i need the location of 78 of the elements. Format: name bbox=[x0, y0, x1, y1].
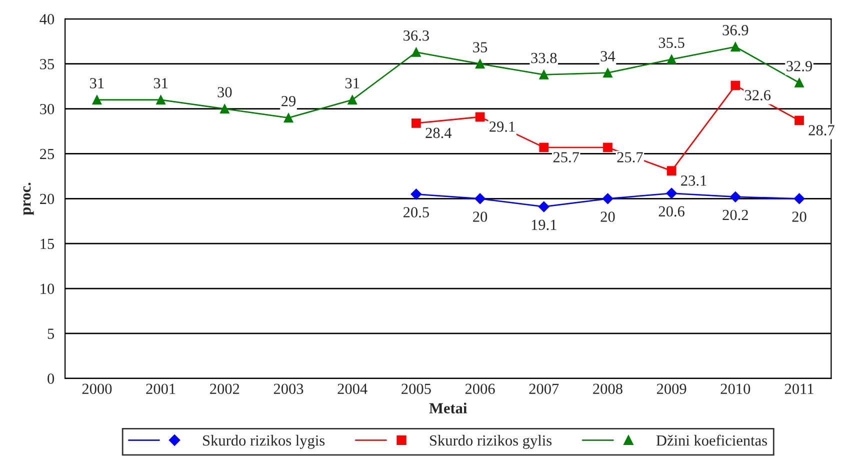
data-label: 32.6 bbox=[744, 90, 771, 100]
data-label: 28.7 bbox=[808, 125, 834, 136]
point bbox=[603, 142, 612, 152]
data-label: 20.6 bbox=[658, 206, 684, 217]
y-tick-label: 35 bbox=[40, 59, 54, 70]
point bbox=[666, 166, 676, 176]
point bbox=[666, 188, 677, 199]
data-label: 31 bbox=[154, 78, 168, 88]
y-tick-label: 25 bbox=[40, 148, 54, 160]
y-tick-label: 15 bbox=[40, 238, 54, 250]
point bbox=[538, 201, 550, 212]
x-tick-label: 2002 bbox=[210, 384, 240, 394]
point bbox=[92, 95, 102, 104]
x-tick-label: 2009 bbox=[656, 384, 686, 394]
data-label: 31 bbox=[90, 78, 104, 88]
point bbox=[730, 80, 740, 90]
point bbox=[348, 95, 358, 104]
data-label: 20 bbox=[600, 212, 615, 222]
y-tick-label: 10 bbox=[40, 284, 54, 294]
data-label: 25.7 bbox=[553, 152, 580, 162]
data-label: 19.1 bbox=[532, 220, 556, 230]
point bbox=[412, 47, 421, 57]
legend-label: Džini koeficientas bbox=[656, 434, 767, 446]
point bbox=[475, 112, 485, 122]
data-label: 31 bbox=[345, 78, 360, 88]
point bbox=[603, 68, 612, 78]
x-tick-label: 2005 bbox=[402, 384, 431, 394]
point bbox=[730, 42, 740, 52]
x-tick-label: 2011 bbox=[784, 384, 814, 394]
point bbox=[156, 95, 166, 104]
point bbox=[284, 113, 294, 122]
point bbox=[539, 70, 549, 80]
point bbox=[539, 142, 549, 152]
point bbox=[730, 191, 741, 202]
data-label: 23.1 bbox=[681, 175, 706, 186]
data-label: 36.9 bbox=[722, 25, 748, 36]
point bbox=[794, 116, 804, 126]
data-label: 20 bbox=[792, 212, 806, 222]
x-axis-title: Metai bbox=[429, 402, 467, 414]
data-label: 34 bbox=[600, 51, 616, 62]
x-tick-label: 2006 bbox=[465, 384, 495, 394]
data-label: 29.1 bbox=[490, 122, 515, 132]
y-tick-label: 30 bbox=[40, 104, 54, 114]
legend-label: Skurdo rizikos gylis bbox=[430, 434, 552, 449]
data-label: 30 bbox=[218, 87, 232, 98]
data-label: 33.8 bbox=[531, 52, 557, 64]
data-label: 20.5 bbox=[403, 207, 429, 218]
point bbox=[602, 193, 614, 204]
data-label: 32.9 bbox=[786, 61, 812, 72]
x-tick-label: 2000 bbox=[82, 384, 112, 394]
data-label: 25.7 bbox=[617, 152, 643, 162]
data-label: 20.2 bbox=[722, 210, 748, 220]
data-label: 35 bbox=[473, 42, 488, 52]
x-tick-label: 2008 bbox=[593, 384, 622, 394]
data-label: 29 bbox=[282, 96, 296, 106]
point bbox=[666, 54, 676, 64]
point bbox=[794, 193, 805, 204]
data-label: 20 bbox=[473, 212, 488, 222]
y-tick-label: 40 bbox=[40, 14, 54, 24]
x-tick-label: 2001 bbox=[146, 384, 176, 394]
x-tick-label: 2007 bbox=[529, 384, 559, 394]
point bbox=[412, 118, 421, 128]
x-tick-label: 2003 bbox=[274, 384, 304, 394]
point bbox=[410, 188, 422, 200]
x-tick-label: 2010 bbox=[720, 384, 750, 394]
x-tick-label: 2004 bbox=[338, 384, 368, 394]
legend-label: Skurdo rizikos lygis bbox=[203, 434, 325, 449]
point bbox=[220, 104, 230, 114]
y-axis-title: proc. bbox=[23, 182, 34, 216]
y-tick-label: 20 bbox=[40, 194, 54, 204]
point bbox=[794, 78, 804, 88]
data-label: 35.5 bbox=[658, 38, 684, 48]
y-tick-label: 0 bbox=[48, 374, 54, 384]
data-label: 36.3 bbox=[404, 30, 429, 41]
point bbox=[475, 59, 485, 69]
data-label: 28.4 bbox=[426, 128, 452, 138]
point bbox=[474, 193, 486, 204]
y-tick-label: 5 bbox=[48, 328, 54, 339]
